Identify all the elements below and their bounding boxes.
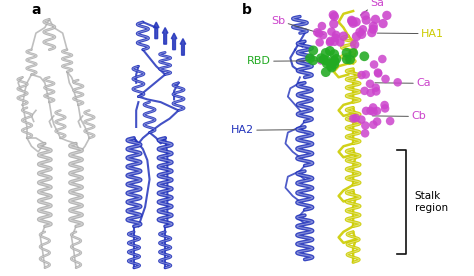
Point — [343, 51, 350, 55]
Point — [318, 24, 326, 28]
Point — [374, 71, 382, 76]
Point — [359, 27, 367, 31]
Text: RBD: RBD — [247, 56, 324, 66]
Point — [368, 30, 375, 35]
Point — [349, 51, 357, 55]
Point — [374, 70, 382, 75]
Point — [337, 40, 344, 45]
Point — [361, 131, 369, 136]
Point — [382, 77, 389, 81]
Point — [327, 64, 335, 68]
FancyArrow shape — [171, 33, 177, 50]
Point — [322, 51, 329, 55]
Point — [357, 117, 365, 122]
Point — [332, 36, 339, 40]
Point — [394, 80, 401, 84]
Point — [348, 18, 356, 23]
FancyArrow shape — [163, 28, 168, 44]
Point — [356, 30, 364, 34]
Text: Stalk
region: Stalk region — [415, 191, 448, 213]
FancyArrow shape — [154, 22, 159, 39]
Point — [370, 62, 378, 67]
Point — [310, 58, 317, 63]
Point — [349, 116, 357, 121]
Point — [362, 72, 370, 77]
Text: HA1: HA1 — [377, 29, 444, 39]
Text: b: b — [242, 3, 252, 17]
Point — [330, 22, 337, 26]
Point — [340, 34, 347, 38]
Point — [372, 17, 379, 22]
Point — [330, 62, 338, 66]
Point — [370, 123, 377, 127]
Point — [331, 59, 338, 64]
Point — [322, 70, 329, 74]
Point — [369, 105, 377, 110]
Point — [306, 56, 314, 60]
Point — [379, 21, 387, 26]
Point — [327, 39, 334, 43]
Point — [386, 119, 394, 123]
Point — [366, 82, 374, 86]
Text: Sa: Sa — [360, 0, 384, 15]
Point — [315, 31, 323, 36]
Point — [319, 33, 327, 37]
Point — [331, 39, 338, 44]
Point — [370, 110, 377, 114]
Point — [323, 61, 330, 66]
Point — [351, 42, 358, 47]
FancyArrow shape — [180, 39, 186, 55]
Point — [329, 13, 337, 17]
Point — [361, 54, 368, 59]
Point — [363, 18, 370, 22]
Point — [328, 65, 336, 70]
Point — [326, 40, 334, 44]
Point — [381, 103, 388, 107]
Point — [346, 57, 354, 62]
Point — [333, 57, 340, 61]
Point — [313, 30, 321, 34]
Point — [352, 116, 360, 120]
Point — [361, 89, 368, 93]
Point — [367, 109, 374, 113]
Point — [353, 34, 360, 39]
Point — [358, 73, 365, 77]
Point — [326, 49, 334, 53]
Point — [383, 13, 391, 18]
Point — [358, 32, 365, 36]
Point — [369, 27, 377, 31]
Point — [367, 91, 374, 95]
Point — [328, 29, 335, 34]
Point — [316, 40, 323, 45]
Point — [362, 109, 370, 113]
Point — [317, 56, 325, 60]
Point — [373, 89, 380, 94]
Text: Ca: Ca — [375, 78, 430, 88]
Point — [379, 57, 386, 61]
Point — [352, 20, 360, 24]
Point — [348, 19, 356, 24]
Point — [370, 24, 377, 28]
Point — [343, 57, 351, 62]
Point — [332, 33, 340, 37]
Point — [373, 109, 381, 113]
Point — [330, 14, 338, 19]
Point — [372, 86, 380, 90]
Point — [317, 58, 325, 63]
Point — [320, 57, 328, 62]
Point — [381, 106, 389, 111]
Point — [349, 21, 357, 25]
Point — [361, 13, 369, 18]
Text: Cb: Cb — [373, 112, 426, 121]
Point — [310, 48, 317, 53]
Point — [374, 119, 381, 124]
Point — [330, 59, 337, 63]
Text: Sb: Sb — [271, 16, 324, 34]
Point — [362, 123, 369, 128]
Point — [330, 52, 338, 56]
Text: a: a — [31, 3, 41, 17]
Text: HA2: HA2 — [231, 125, 295, 135]
Point — [322, 58, 330, 63]
